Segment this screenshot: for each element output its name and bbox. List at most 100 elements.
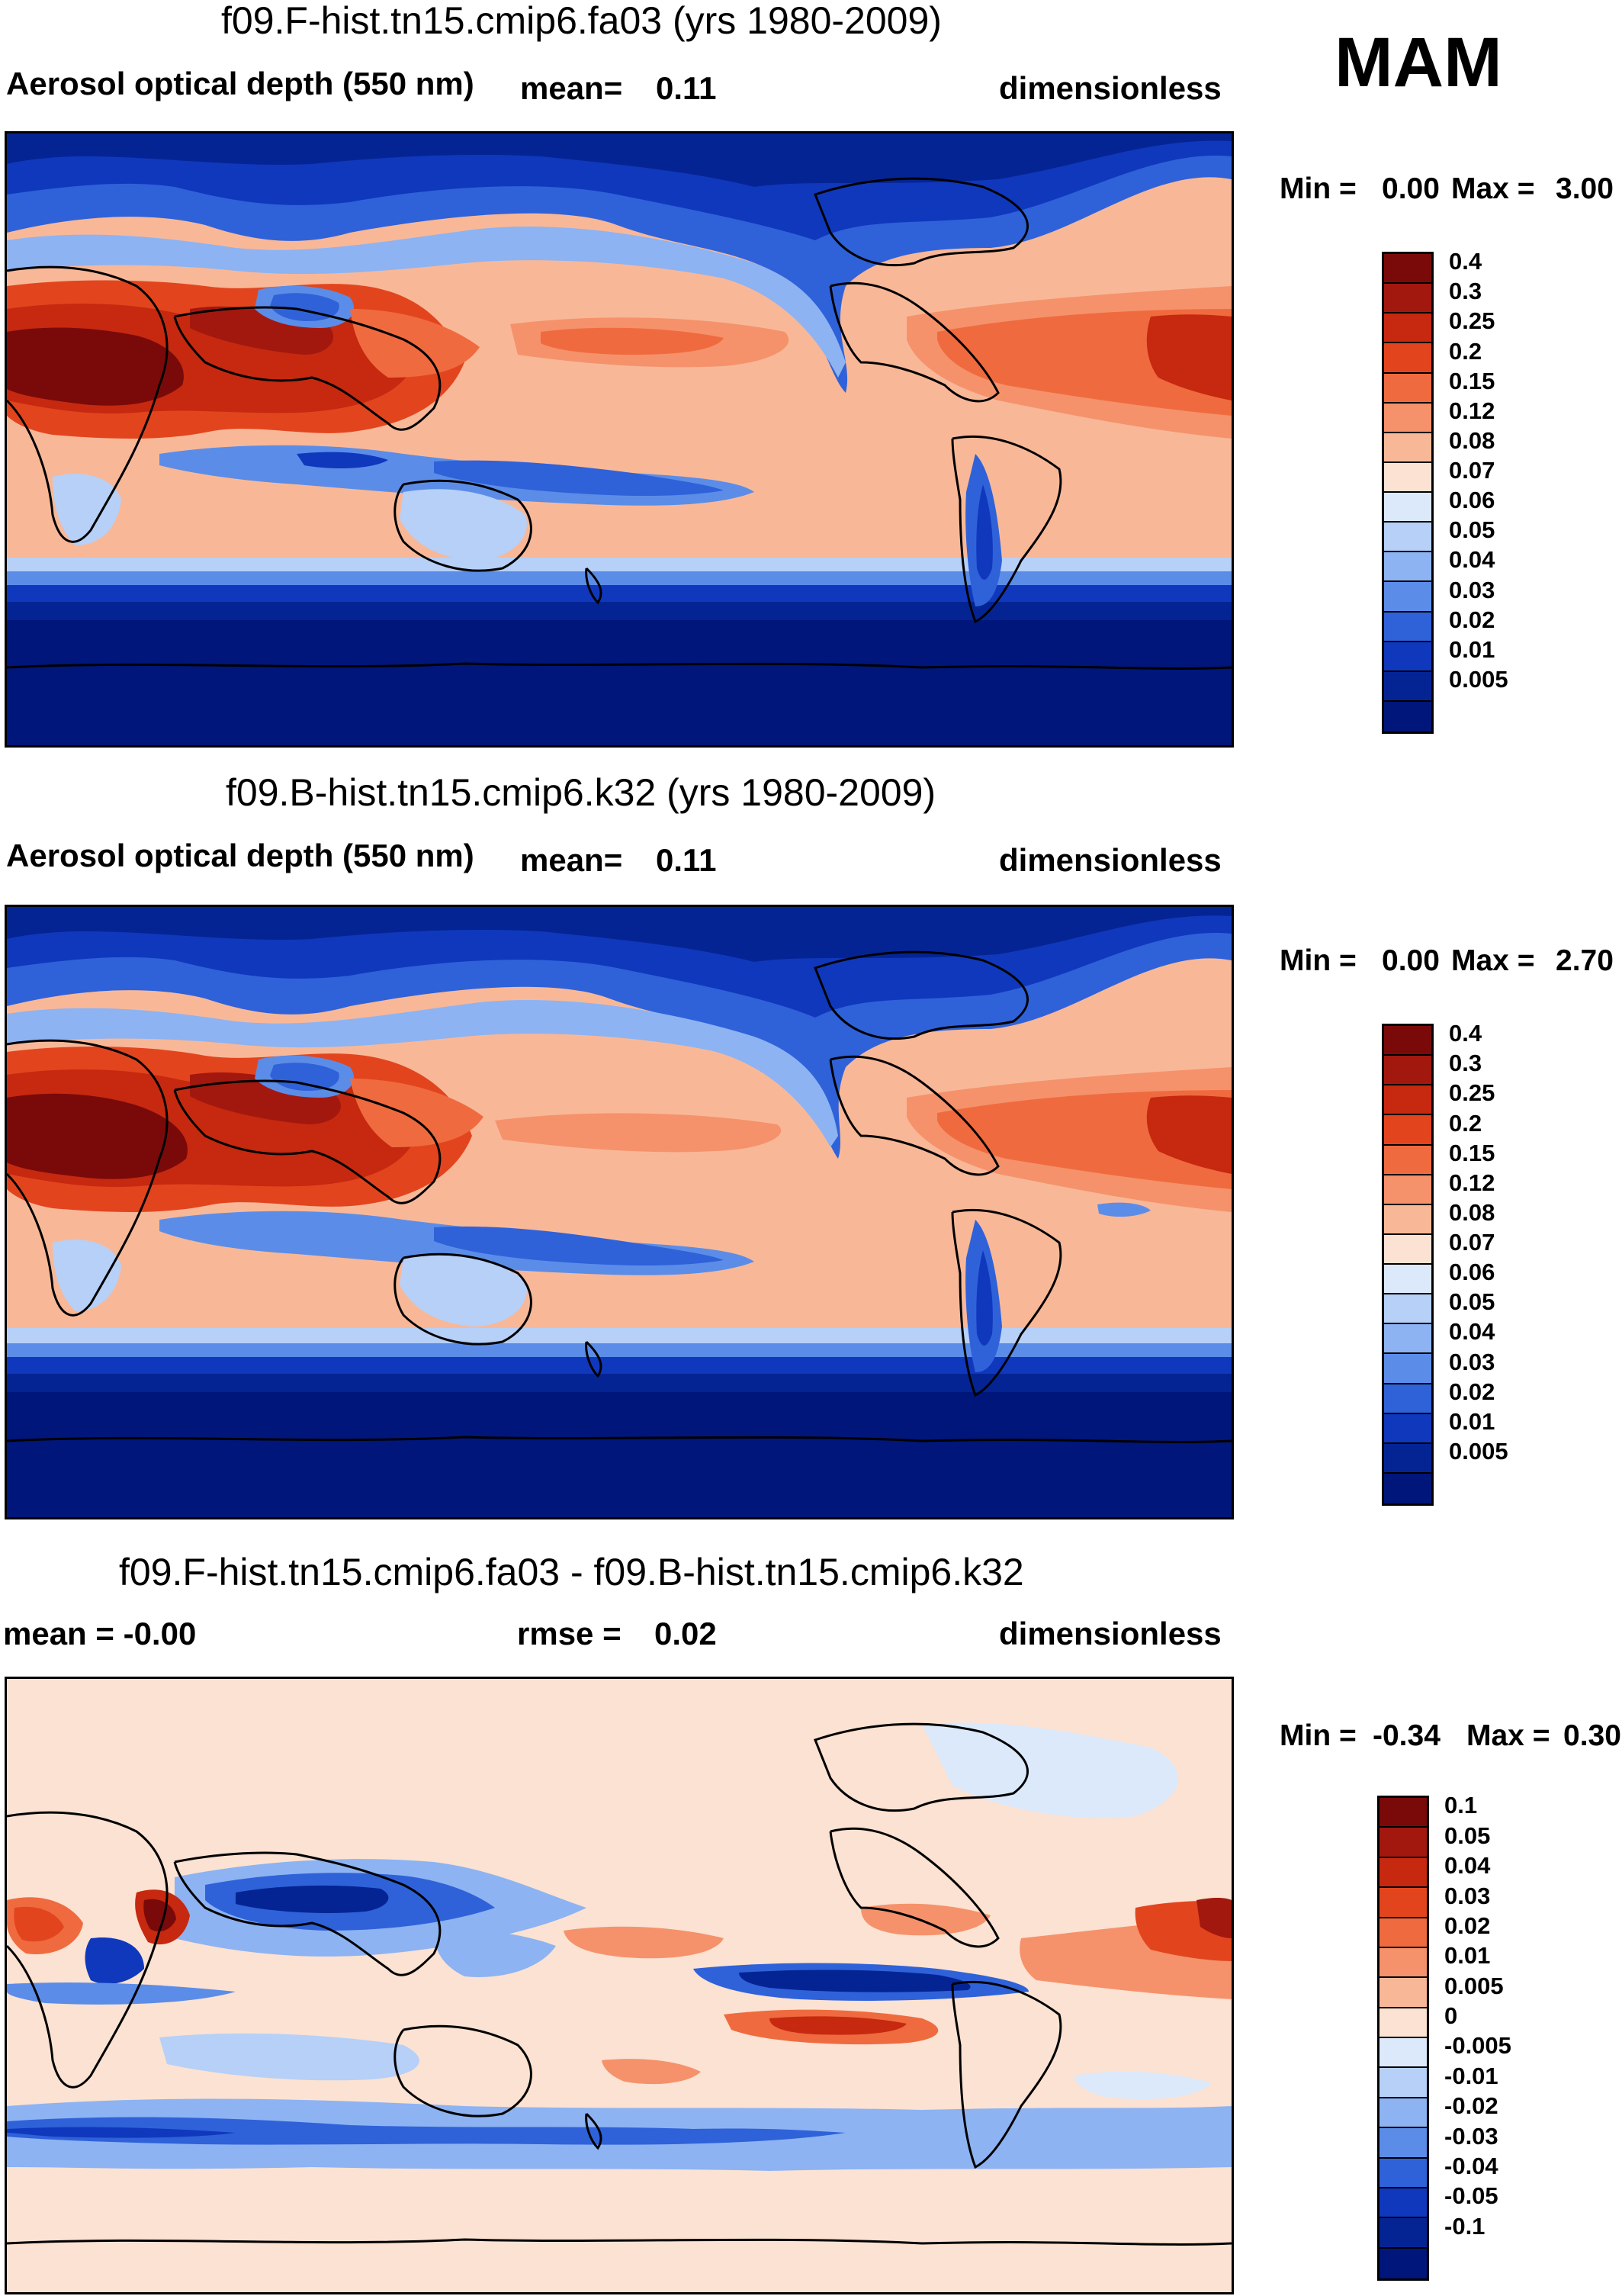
- colorbar-tick-label: -0.05: [1444, 2182, 1498, 2210]
- colorbar-swatch: [1384, 1384, 1431, 1414]
- colorbar-tick-label: 0.04: [1449, 1318, 1495, 1346]
- colorbar-tick-label: 0.01: [1444, 1942, 1491, 1970]
- panel2-colorbar: [1382, 1024, 1434, 1506]
- colorbar-tick-label: 0.03: [1449, 1348, 1495, 1375]
- colorbar-swatch: [1384, 1324, 1431, 1355]
- colorbar-tick-label: 0.01: [1449, 1407, 1495, 1435]
- colorbar-swatch: [1384, 523, 1431, 553]
- colorbar-tick-label: 0.04: [1444, 1852, 1491, 1880]
- colorbar-swatch: [1380, 2158, 1427, 2188]
- colorbar-tick-label: 0.1: [1444, 1792, 1478, 1819]
- panel2-max-label: Max =: [1451, 944, 1535, 977]
- colorbar-swatch: [1384, 403, 1431, 433]
- panel1-min-label: Min =: [1280, 172, 1357, 205]
- panel3-rmse-value: 0.02: [654, 1616, 717, 1651]
- panel2-aod-field: [7, 907, 1232, 1517]
- colorbar-tick-label: -0.005: [1444, 2032, 1511, 2060]
- colorbar-tick-label: 0.25: [1449, 1079, 1495, 1107]
- colorbar-swatch: [1380, 1978, 1427, 2008]
- colorbar-swatch: [1384, 1294, 1431, 1325]
- colorbar-tick-label: 0.08: [1449, 1198, 1495, 1226]
- panel3-max-label: Max =: [1466, 1719, 1550, 1752]
- colorbar-swatch: [1384, 254, 1431, 285]
- panel3-mean-label: mean = -0.00: [3, 1616, 197, 1651]
- panel1-aod-field: [7, 133, 1232, 745]
- colorbar-tick-label: 0.02: [1449, 606, 1495, 633]
- panel3-units-label: dimensionless: [999, 1616, 1222, 1651]
- panel1-max-value: 3.00: [1556, 172, 1614, 205]
- panel2-mean-label: mean=: [520, 842, 623, 878]
- panel3-rmse-label: rmse =: [517, 1616, 621, 1651]
- colorbar-tick-label: 0.04: [1449, 546, 1495, 574]
- colorbar-swatch: [1384, 343, 1431, 374]
- colorbar-tick-label: 0.05: [1449, 1288, 1495, 1316]
- colorbar-swatch: [1384, 582, 1431, 613]
- panel2-min-value: 0.00: [1382, 944, 1440, 977]
- colorbar-swatch: [1384, 1473, 1431, 1503]
- colorbar-tick-label: 0.4: [1449, 248, 1482, 275]
- colorbar-tick-label: 0.02: [1449, 1378, 1495, 1405]
- colorbar-tick-label: 0.12: [1449, 1169, 1495, 1196]
- panel1-variable-label: Aerosol optical depth (550 nm): [6, 66, 474, 101]
- colorbar-tick-label: 0.4: [1449, 1020, 1482, 1047]
- panel2-title: f09.B-hist.tn15.cmip6.k32 (yrs 1980-2009…: [226, 771, 936, 814]
- colorbar-swatch: [1384, 1026, 1431, 1056]
- panel1-title: f09.F-hist.tn15.cmip6.fa03 (yrs 1980-200…: [221, 0, 942, 42]
- colorbar-swatch: [1380, 2188, 1427, 2219]
- colorbar-tick-label: -0.1: [1444, 2212, 1485, 2240]
- colorbar-tick-label: 0.05: [1444, 1822, 1491, 1849]
- colorbar-swatch: [1384, 1056, 1431, 1086]
- colorbar-tick-label: -0.02: [1444, 2092, 1498, 2120]
- colorbar-swatch: [1384, 1175, 1431, 1205]
- colorbar-swatch: [1380, 1918, 1427, 1948]
- panel3-min-value: -0.34: [1373, 1719, 1441, 1752]
- panel2-max-value: 2.70: [1556, 944, 1614, 977]
- panel1-min-value: 0.00: [1382, 172, 1440, 205]
- colorbar-tick-label: 0.3: [1449, 278, 1482, 305]
- panel3-title: f09.F-hist.tn15.cmip6.fa03 - f09.B-hist.…: [119, 1551, 1024, 1593]
- colorbar-tick-label: 0.005: [1444, 1972, 1504, 1999]
- colorbar-swatch: [1384, 1265, 1431, 1295]
- colorbar-tick-label: 0.07: [1449, 457, 1495, 484]
- panel2-mean-value: 0.11: [656, 842, 717, 878]
- colorbar-swatch: [1380, 1828, 1427, 1858]
- colorbar-swatch: [1384, 1145, 1431, 1175]
- colorbar-tick-label: 0.01: [1449, 635, 1495, 663]
- colorbar-swatch: [1380, 1798, 1427, 1828]
- colorbar-tick-label: -0.03: [1444, 2122, 1498, 2150]
- colorbar-tick-label: 0.02: [1444, 1912, 1491, 1939]
- colorbar-swatch: [1384, 1413, 1431, 1444]
- panel1-max-label: Max =: [1451, 172, 1535, 205]
- colorbar-tick-label: 0.07: [1449, 1229, 1495, 1256]
- colorbar-swatch: [1384, 1443, 1431, 1474]
- colorbar-tick-label: 0.15: [1449, 367, 1495, 394]
- season-label: MAM: [1335, 24, 1502, 101]
- colorbar-tick-label: 0.06: [1449, 487, 1495, 514]
- colorbar-swatch: [1380, 2008, 1427, 2038]
- colorbar-swatch: [1384, 701, 1431, 732]
- colorbar-swatch: [1384, 1085, 1431, 1116]
- panel1-mean-value: 0.11: [656, 70, 717, 106]
- colorbar-swatch: [1384, 612, 1431, 642]
- colorbar-swatch: [1380, 1888, 1427, 1918]
- colorbar-tick-label: 0.05: [1449, 516, 1495, 544]
- colorbar-swatch: [1384, 642, 1431, 672]
- colorbar-tick-label: 0.12: [1449, 397, 1495, 424]
- colorbar-tick-label: 0: [1444, 2002, 1458, 2029]
- colorbar-swatch: [1380, 1947, 1427, 1979]
- colorbar-tick-label: 0.2: [1449, 337, 1482, 365]
- colorbar-tick-label: 0.2: [1449, 1109, 1482, 1137]
- colorbar-swatch: [1384, 1115, 1431, 1146]
- colorbar-swatch: [1384, 314, 1431, 344]
- panel1-colorbar: [1382, 252, 1434, 734]
- panel3-map: [5, 1677, 1234, 2294]
- colorbar-swatch: [1380, 2218, 1427, 2249]
- colorbar-swatch: [1380, 2098, 1427, 2129]
- colorbar-tick-label: -0.04: [1444, 2152, 1498, 2179]
- colorbar-swatch: [1384, 462, 1431, 493]
- colorbar-tick-label: 0.03: [1444, 1882, 1491, 1909]
- panel3-difference-field: [7, 1679, 1232, 2292]
- colorbar-tick-label: 0.08: [1449, 426, 1495, 454]
- colorbar-swatch: [1380, 2068, 1427, 2098]
- panel2-map: [5, 905, 1234, 1519]
